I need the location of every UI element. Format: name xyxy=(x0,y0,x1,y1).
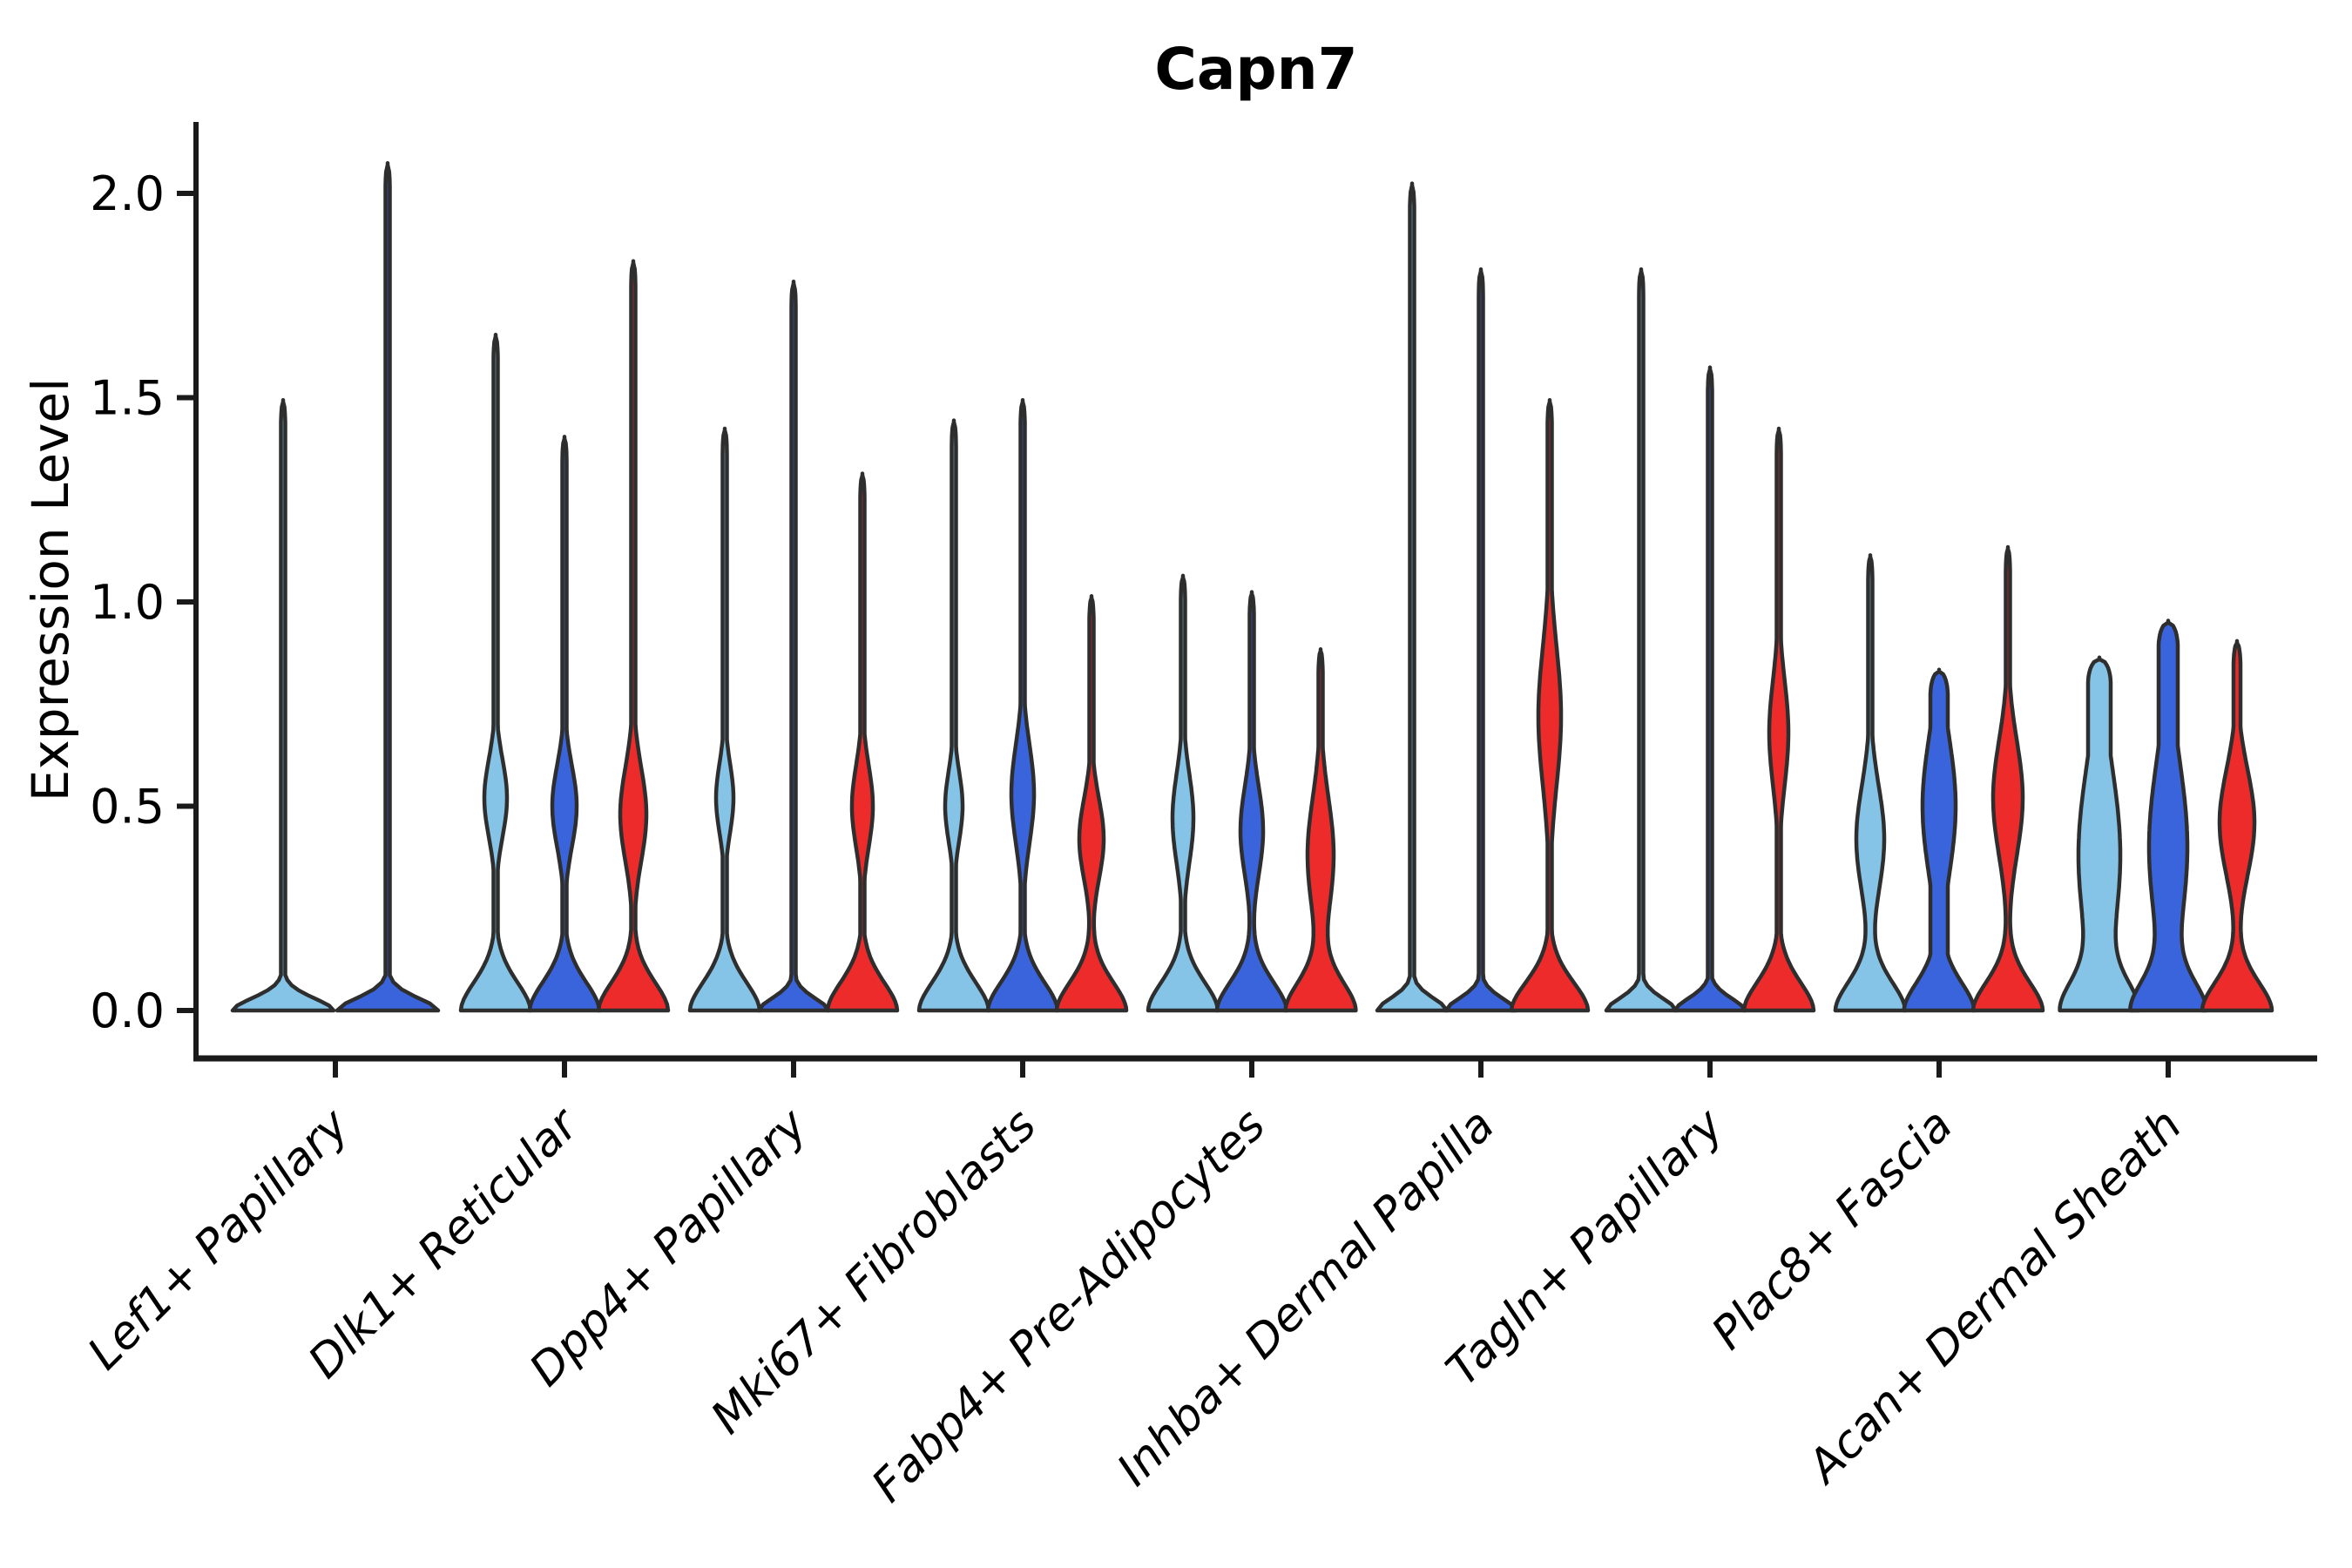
y-tick-label: 1.0 xyxy=(90,575,165,630)
violin-6-2 xyxy=(1741,426,1816,1013)
y-tick-label: 1.5 xyxy=(90,371,165,426)
x-tick-label-4: Fabp4+ Pre-Adipocytes xyxy=(862,1099,1276,1513)
violin-8-2 xyxy=(2200,639,2274,1013)
x-tick-label-5: Inhba+ Dermal Papilla xyxy=(1107,1099,1504,1497)
violin-3-0 xyxy=(916,418,991,1013)
violin-8-0 xyxy=(2058,655,2141,1013)
y-tick-label: 0.5 xyxy=(90,780,165,835)
violin-5-2 xyxy=(1509,397,1591,1013)
violin-0-0 xyxy=(230,397,336,1013)
violin-0-1 xyxy=(335,160,441,1013)
violin-5-1 xyxy=(1443,267,1518,1013)
violins-layer xyxy=(230,160,2274,1013)
violin-7-0 xyxy=(1833,553,1908,1013)
violin-2-0 xyxy=(687,426,762,1013)
y-tick-label: 0.0 xyxy=(90,983,165,1038)
violin-1-1 xyxy=(527,435,602,1013)
y-axis-label: Expression Level xyxy=(21,378,80,801)
violin-5-0 xyxy=(1375,181,1450,1013)
violin-4-2 xyxy=(1283,647,1358,1013)
violin-4-0 xyxy=(1146,573,1220,1013)
violin-4-1 xyxy=(1214,590,1289,1013)
y-tick-label: 2.0 xyxy=(90,166,165,221)
x-tick-label-8: Acan+ Dermal Sheath xyxy=(1796,1099,2192,1495)
violin-7-2 xyxy=(1970,544,2045,1013)
x-tick-label-7: Plac8+ Fascia xyxy=(1702,1099,1963,1360)
violin-6-1 xyxy=(1673,365,1747,1013)
violin-7-1 xyxy=(1902,667,1977,1013)
violin-6-0 xyxy=(1604,267,1679,1013)
violin-1-0 xyxy=(458,332,533,1013)
plot-title: Capn7 xyxy=(1154,36,1357,103)
violin-3-2 xyxy=(1054,594,1129,1013)
violin-3-1 xyxy=(985,397,1060,1013)
violin-2-2 xyxy=(825,471,900,1013)
violin-1-2 xyxy=(596,259,671,1013)
violin-8-1 xyxy=(2128,618,2208,1013)
violin-2-1 xyxy=(756,279,831,1013)
